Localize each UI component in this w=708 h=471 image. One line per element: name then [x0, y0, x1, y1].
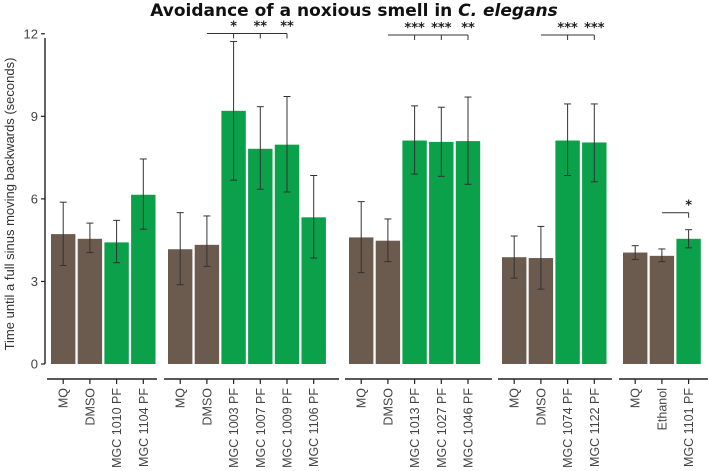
significance-stars: *** [557, 21, 578, 36]
x-tick-label: MQ [508, 388, 522, 408]
y-tick-label: 12 [24, 26, 38, 41]
y-axis: 0 3 6 9 12 [24, 26, 46, 372]
x-tick-label: MQ [174, 388, 188, 408]
x-tick-label: MGC 1009 PF [281, 388, 295, 468]
y-tick-label: 6 [31, 191, 38, 206]
x-tick-label: DMSO [200, 388, 214, 426]
x-tick-label: MGC 1104 PF [137, 388, 151, 467]
x-tick-label: MGC 1003 PF [227, 388, 241, 468]
bar [77, 238, 103, 364]
significance-stars: * [230, 19, 237, 34]
x-tick-label: MQ [57, 388, 71, 408]
y-axis-label: Time until a full sinus moving backwards… [2, 58, 17, 351]
bar-group-4: MQ DMSO MGC 1074 PF MGC 1122 PF *** *** [498, 21, 612, 468]
bar [649, 255, 675, 364]
bar-group-5: MQ Ethanol MGC 1101 PF * [619, 199, 708, 467]
x-tick-label: Ethanol [655, 388, 669, 430]
x-tick-label: DMSO [534, 388, 548, 426]
x-tick-label: DMSO [83, 388, 97, 426]
x-tick-label: MGC 1027 PF [435, 388, 449, 468]
bar [555, 140, 580, 364]
bar [676, 238, 701, 364]
x-tick-label: MGC 1010 PF [110, 388, 124, 468]
x-tick-label: MGC 1122 PF [588, 388, 602, 467]
significance-stars: *** [431, 21, 452, 36]
x-tick-label: MGC 1101 PF [682, 388, 696, 467]
chart-title-main: Avoidance of a noxious smell in [150, 1, 459, 21]
x-tick-label: MGC 1046 PF [462, 388, 476, 468]
bar-group-3: MQ DMSO MGC 1013 PF MGC 1027 PF MGC 1046 PF *… [345, 21, 492, 468]
significance-stars: ** [461, 21, 475, 36]
bar-group-1: MQ DMSO MGC 1010 PF MGC 1104 PF [47, 158, 157, 468]
chart-title-species: C. elegans [458, 1, 558, 21]
bar-group-2: MQ DMSO MGC 1003 PF MGC 1007 PF MGC 1009 PF M… [164, 19, 339, 468]
significance-stars: *** [404, 21, 425, 36]
y-tick-label: 3 [31, 274, 38, 289]
significance-stars: * [685, 199, 692, 214]
bar [402, 140, 427, 364]
chart-title: Avoidance of a noxious smell in C. elega… [0, 1, 708, 21]
bar [623, 252, 648, 364]
x-tick-label: MGC 1074 PF [561, 388, 575, 468]
x-tick-label: MGC 1106 PF [307, 388, 321, 467]
significance-stars: ** [253, 19, 267, 34]
x-tick-label: MGC 1013 PF [408, 388, 422, 468]
y-tick-label: 9 [31, 109, 38, 124]
significance-stars: *** [584, 21, 605, 36]
x-tick-label: MQ [355, 388, 369, 408]
x-tick-label: DMSO [381, 388, 395, 426]
y-tick-label: 0 [31, 357, 38, 372]
bar-groups: MQ DMSO MGC 1010 PF MGC 1104 PF MQ DMSO MGC 10… [47, 19, 708, 468]
x-tick-label: MGC 1007 PF [254, 388, 268, 468]
bar [429, 141, 454, 364]
significance-stars: ** [280, 19, 294, 34]
x-tick-label: MQ [629, 388, 643, 408]
